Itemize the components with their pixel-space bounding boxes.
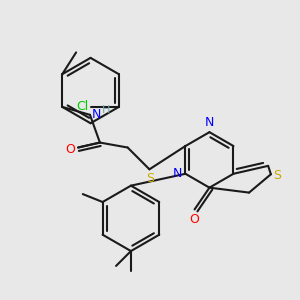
Text: O: O xyxy=(65,143,75,156)
Text: N: N xyxy=(205,116,214,129)
Text: S: S xyxy=(273,169,281,182)
Text: O: O xyxy=(190,213,200,226)
Text: H: H xyxy=(102,105,110,115)
Text: N: N xyxy=(173,167,182,180)
Text: N: N xyxy=(92,108,101,121)
Text: Cl: Cl xyxy=(76,100,88,113)
Text: S: S xyxy=(146,172,154,185)
